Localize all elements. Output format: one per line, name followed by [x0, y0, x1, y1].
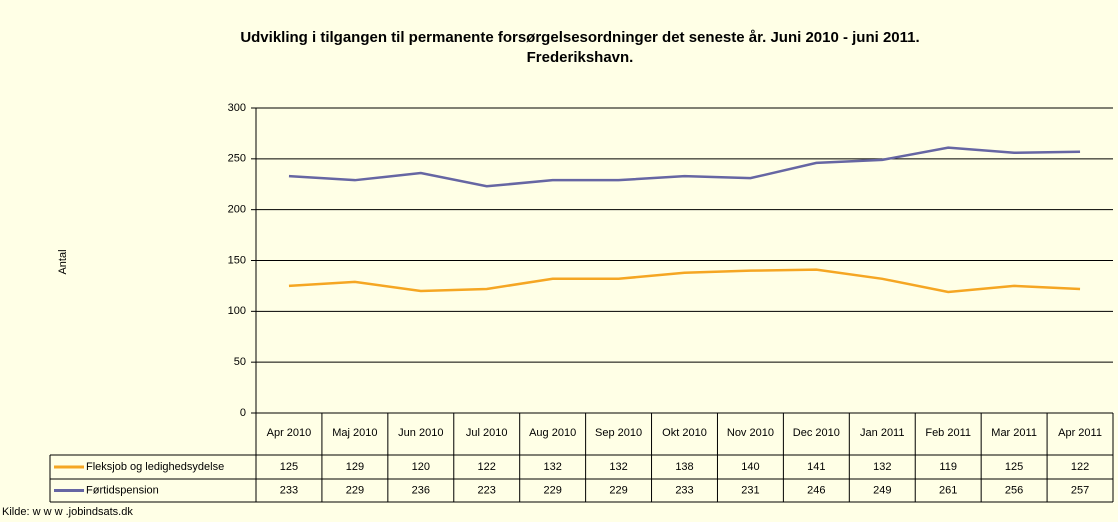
chart-title: Udvikling i tilgangen til permanente for… [240, 29, 919, 46]
y-tick-label: 250 [228, 153, 246, 165]
table-value: 122 [478, 461, 496, 473]
table-value: 125 [1005, 461, 1023, 473]
series-line [288, 268, 1081, 294]
table-value: 119 [939, 461, 957, 473]
x-tick-label: Dec 2010 [793, 427, 840, 439]
x-tick-label: Apr 2011 [1058, 427, 1102, 439]
table-value: 249 [873, 484, 891, 496]
table-value: 229 [346, 484, 364, 496]
x-tick-label: Mar 2011 [991, 427, 1037, 439]
chart-title: Frederikshavn. [527, 49, 634, 66]
table-value: 141 [807, 461, 825, 473]
x-tick-label: Apr 2010 [267, 427, 312, 439]
table-value: 246 [807, 484, 825, 496]
x-tick-label: Nov 2010 [727, 427, 774, 439]
table-value: 132 [609, 461, 627, 473]
y-axis-label: Antal [57, 249, 69, 274]
series-line [288, 146, 1081, 188]
x-tick-label: Jun 2010 [398, 427, 443, 439]
x-tick-label: Maj 2010 [332, 427, 377, 439]
table-value: 229 [609, 484, 627, 496]
y-tick-label: 200 [228, 204, 246, 216]
x-tick-label: Sep 2010 [595, 427, 642, 439]
y-tick-label: 100 [228, 305, 246, 317]
y-tick-label: 150 [228, 254, 246, 266]
table-value: 138 [675, 461, 693, 473]
table-value: 125 [280, 461, 298, 473]
table-value: 223 [478, 484, 496, 496]
table-value: 229 [543, 484, 561, 496]
table-value: 256 [1005, 484, 1023, 496]
table-value: 233 [280, 484, 298, 496]
table-value: 236 [412, 484, 430, 496]
legend-label: Fleksjob og ledighedsydelse [86, 461, 224, 473]
x-tick-label: Aug 2010 [529, 427, 576, 439]
x-tick-label: Jan 2011 [860, 427, 904, 439]
table-value: 129 [346, 461, 364, 473]
table-value: 233 [675, 484, 693, 496]
table-value: 231 [741, 484, 759, 496]
x-tick-label: Okt 2010 [662, 427, 707, 439]
y-tick-label: 50 [234, 356, 246, 368]
table-value: 257 [1071, 484, 1089, 496]
table-value: 132 [873, 461, 891, 473]
table-value: 261 [939, 484, 957, 496]
table-value: 120 [412, 461, 430, 473]
y-tick-label: 0 [240, 407, 246, 419]
x-tick-label: Feb 2011 [925, 427, 971, 439]
source: Kilde: w w w .jobindsats.dk [2, 506, 133, 518]
table-value: 140 [741, 461, 759, 473]
table-value: 122 [1071, 461, 1089, 473]
legend-label: Førtidspension [86, 484, 159, 496]
y-tick-label: 300 [228, 102, 246, 114]
x-tick-label: Jul 2010 [466, 427, 508, 439]
table-value: 132 [543, 461, 561, 473]
